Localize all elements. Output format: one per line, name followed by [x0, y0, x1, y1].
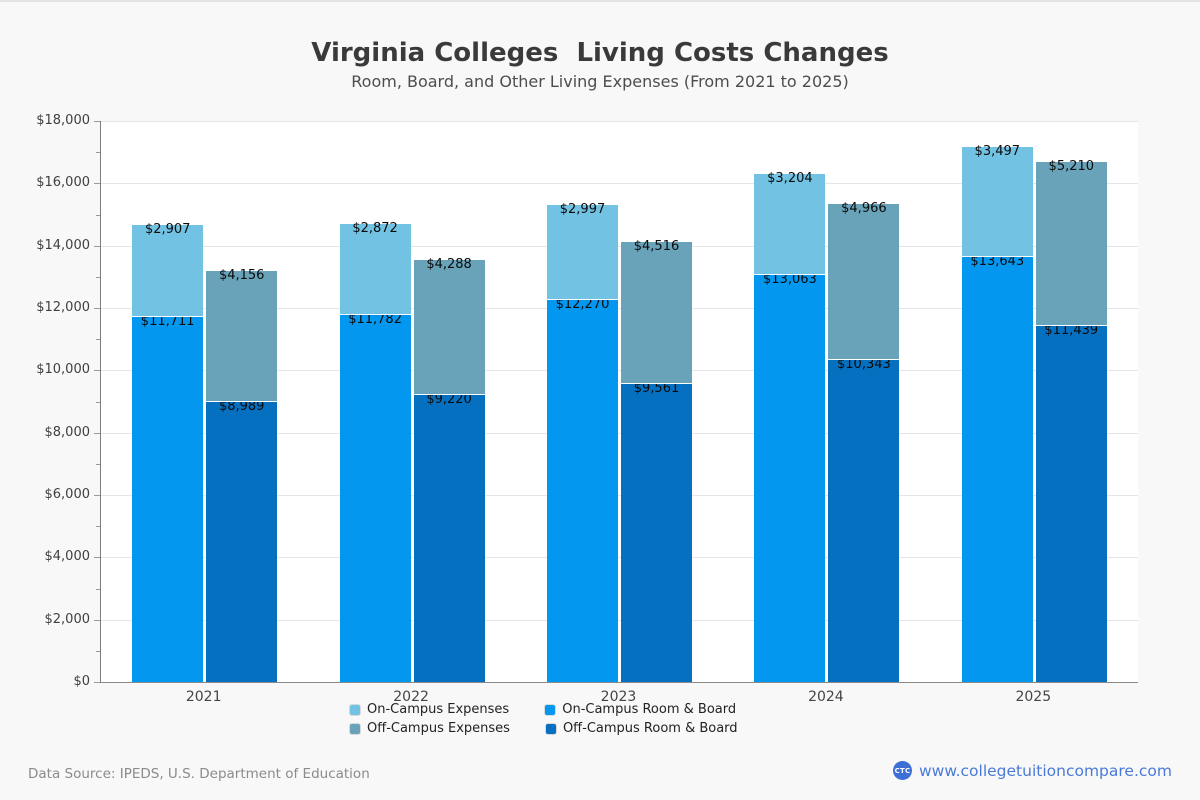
gridline [101, 495, 1138, 496]
data-label: $3,204 [767, 171, 813, 187]
legend-swatch-icon [545, 724, 556, 734]
data-label: $4,288 [426, 257, 472, 273]
bar-segment-on-campus-expenses-2023[interactable]: $2,997 [547, 203, 618, 300]
data-label: $5,210 [1048, 159, 1095, 175]
gridline [101, 432, 1138, 434]
legend-item-on-campus-room-board[interactable]: On-Campus Room & Board [545, 703, 736, 717]
data-label: $4,516 [633, 239, 680, 255]
website-link[interactable]: www.collegetuitioncompare.com [918, 761, 1172, 780]
y-minor-tick [96, 463, 100, 465]
y-major-tick [94, 495, 100, 496]
y-axis-label: $0 [73, 674, 90, 689]
data-label: $2,872 [352, 221, 398, 237]
bar-segment-off-campus-room-board-2021[interactable]: $8,989 [206, 400, 278, 682]
gridline [101, 370, 1138, 372]
y-major-tick [94, 557, 100, 559]
data-label: $4,966 [841, 200, 887, 216]
bar-segment-off-campus-expenses-2024[interactable]: $4,966 [828, 202, 900, 360]
x-axis-label-2023: 2023 [600, 689, 637, 705]
plot-area: $11,711 $2,907 $8,989 $4,156 $11,782 $2,872 $9… [100, 121, 1138, 683]
legend-label: Off-Campus Room & Board [562, 721, 738, 736]
y-major-tick [94, 682, 100, 683]
x-axis-label-2022: 2022 [393, 689, 429, 705]
ctc-logo-icon: CTC [892, 761, 912, 780]
legend-swatch-icon [545, 705, 556, 715]
legend-label: Off-Campus Expenses [367, 721, 510, 736]
legend-swatch-icon [350, 724, 360, 734]
bar-segment-on-campus-room-board-2023[interactable]: $12,270 [547, 298, 618, 682]
bar-segment-off-campus-room-board-2025[interactable]: $11,439 [1035, 324, 1107, 682]
y-major-tick [94, 183, 100, 185]
bar-segment-off-campus-room-board-2023[interactable]: $9,561 [621, 382, 692, 682]
y-axis-label: $18,000 [36, 113, 90, 128]
gridline [101, 619, 1138, 621]
y-major-tick [94, 432, 100, 434]
bar-segment-on-campus-room-board-2025[interactable]: $13,643 [961, 255, 1033, 682]
chart-subtitle: Room, Board, and Other Living Expenses (… [351, 72, 849, 91]
x-axis-label-2024: 2024 [808, 689, 844, 705]
y-minor-tick [96, 401, 100, 403]
gridline [101, 245, 1138, 247]
bar-segment-on-campus-expenses-2022[interactable]: $2,872 [339, 222, 411, 315]
bar-segment-on-campus-room-board-2021[interactable]: $11,711 [132, 315, 204, 682]
y-minor-tick [96, 339, 100, 341]
y-major-tick [94, 245, 100, 247]
bar-segment-off-campus-room-board-2022[interactable]: $9,220 [413, 393, 485, 682]
bar-segment-on-campus-room-board-2024[interactable]: $13,063 [754, 273, 826, 682]
y-axis-label: $14,000 [36, 237, 90, 253]
y-axis-label: $4,000 [44, 549, 91, 565]
y-minor-tick [96, 526, 100, 528]
legend-swatch-icon [350, 705, 360, 715]
gridline [101, 557, 1138, 559]
data-label: $2,997 [559, 202, 606, 218]
data-label: $4,156 [218, 268, 265, 284]
y-minor-tick [96, 650, 100, 652]
y-axis-label: $8,000 [44, 424, 91, 440]
y-axis-label: $12,000 [36, 300, 90, 315]
y-axis-label: $16,000 [36, 175, 90, 191]
y-axis-label: $10,000 [36, 362, 90, 378]
x-axis-label-2021: 2021 [185, 689, 222, 705]
y-major-tick [94, 370, 100, 372]
legend-item-on-campus-expenses[interactable]: On-Campus Expenses [350, 703, 509, 717]
bar-segment-on-campus-expenses-2024[interactable]: $3,204 [754, 172, 826, 275]
y-axis-label: $6,000 [44, 487, 91, 502]
bar-segment-on-campus-expenses-2021[interactable]: $2,907 [132, 223, 204, 318]
legend: On-Campus Expenses On-Campus Room & Board… [350, 703, 866, 736]
gridline [101, 308, 1138, 309]
y-minor-tick [96, 152, 100, 154]
y-major-tick [94, 121, 100, 122]
website-branding: CTC www.collegetuitioncompare.com [892, 761, 1172, 780]
legend-item-off-campus-room-board[interactable]: Off-Campus Room & Board [545, 721, 738, 736]
bar-segment-off-campus-expenses-2021[interactable]: $4,156 [206, 269, 278, 402]
x-axis-label-2025: 2025 [1015, 689, 1052, 705]
bar-segment-off-campus-expenses-2025[interactable]: $5,210 [1035, 160, 1107, 326]
y-axis-label: $2,000 [44, 611, 91, 627]
y-major-tick [94, 619, 100, 621]
bar-segment-on-campus-expenses-2025[interactable]: $3,497 [961, 145, 1033, 257]
y-minor-tick [96, 214, 100, 216]
gridline [101, 183, 1138, 185]
chart-title: Virginia Colleges Living Costs Changes [311, 38, 889, 68]
bar-segment-off-campus-room-board-2024[interactable]: $10,343 [828, 358, 900, 682]
data-label: $3,497 [974, 143, 1021, 159]
legend-item-off-campus-expenses[interactable]: Off-Campus Expenses [350, 722, 510, 736]
gridline [101, 121, 1138, 122]
data-source-note: Data Source: IPEDS, U.S. Department of E… [28, 766, 370, 782]
legend-label: On-Campus Expenses [367, 702, 510, 717]
y-minor-tick [96, 588, 100, 590]
legend-label: On-Campus Room & Board [562, 702, 737, 717]
data-label: $2,907 [144, 222, 191, 238]
bar-segment-off-campus-expenses-2022[interactable]: $4,288 [413, 258, 485, 395]
y-major-tick [94, 308, 100, 309]
bar-segment-off-campus-expenses-2023[interactable]: $4,516 [621, 240, 692, 385]
bar-segment-on-campus-room-board-2022[interactable]: $11,782 [339, 313, 411, 682]
y-minor-tick [96, 276, 100, 278]
